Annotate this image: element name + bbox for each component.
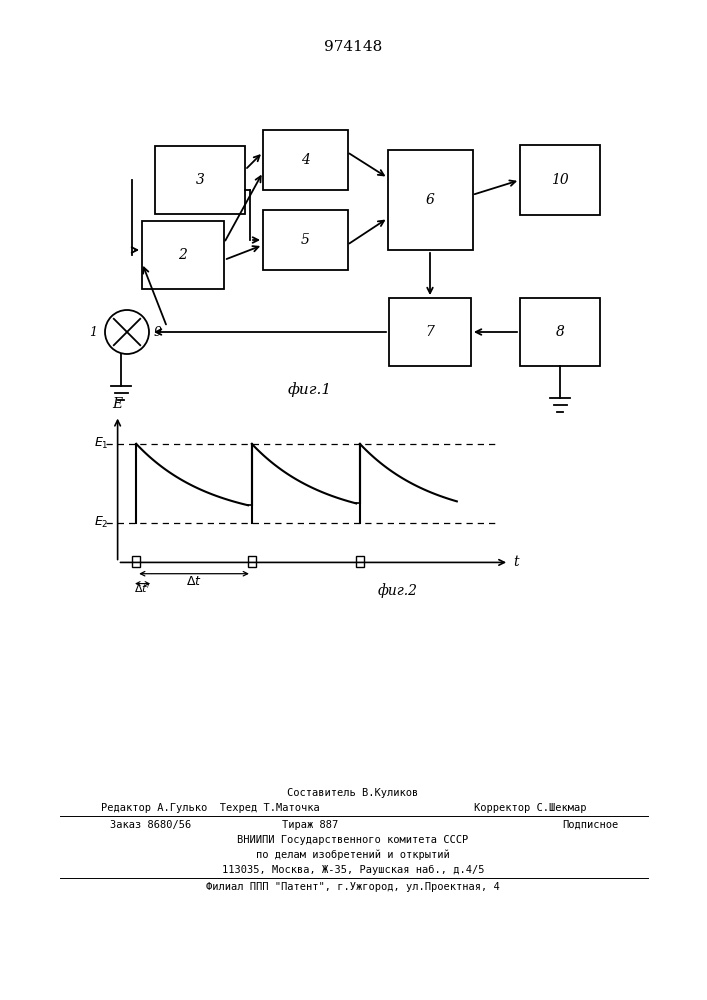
Text: Составитель В.Куликов: Составитель В.Куликов [287,788,419,798]
Text: $E_1$: $E_1$ [93,436,108,451]
Text: 5: 5 [300,233,310,247]
Text: по делам изобретений и открытий: по делам изобретений и открытий [256,850,450,860]
Text: 2: 2 [179,248,187,262]
Text: Заказ 8680/56: Заказ 8680/56 [110,820,192,830]
Text: t: t [513,555,518,569]
Bar [387,150,472,250]
Bar [356,556,364,567]
Text: 113035, Москва, Ж-35, Раушская наб., д.4/5: 113035, Москва, Ж-35, Раушская наб., д.4… [222,865,484,875]
Circle shape [105,310,149,354]
Text: Корректор С.Шекмар: Корректор С.Шекмар [474,803,586,813]
Text: $\Delta t$: $\Delta t$ [186,575,202,588]
Text: ВНИИПИ Государственного комитета СССР: ВНИИПИ Государственного комитета СССР [238,835,469,845]
Bar [262,130,348,190]
Text: Редактор А.Гулько  Техред Т.Маточка: Редактор А.Гулько Техред Т.Маточка [100,803,320,813]
Text: 974148: 974148 [324,40,382,54]
Bar [142,221,224,289]
Text: 6: 6 [426,193,434,207]
Text: $E_2$: $E_2$ [94,515,108,530]
Bar [155,146,245,214]
Text: фиг.2: фиг.2 [378,584,417,598]
Text: фиг.1: фиг.1 [288,382,332,397]
Bar [520,298,600,366]
Bar [132,556,141,567]
Text: 10: 10 [551,173,569,187]
Text: Подписное: Подписное [562,820,618,830]
Bar [247,556,256,567]
Bar [520,145,600,215]
Text: 1: 1 [89,326,97,338]
Bar [262,210,348,270]
Text: Филиал ППП "Патент", г.Ужгород, ул.Проектная, 4: Филиал ППП "Патент", г.Ужгород, ул.Проек… [206,882,500,892]
Text: 3: 3 [196,173,204,187]
Bar [389,298,471,366]
Text: 8: 8 [556,325,564,339]
Text: Тираж 887: Тираж 887 [282,820,338,830]
Text: 4: 4 [300,153,310,167]
Text: 9: 9 [154,326,162,338]
Text: 7: 7 [426,325,434,339]
Text: $\Delta t'$: $\Delta t'$ [134,582,151,595]
Text: E: E [112,397,123,411]
